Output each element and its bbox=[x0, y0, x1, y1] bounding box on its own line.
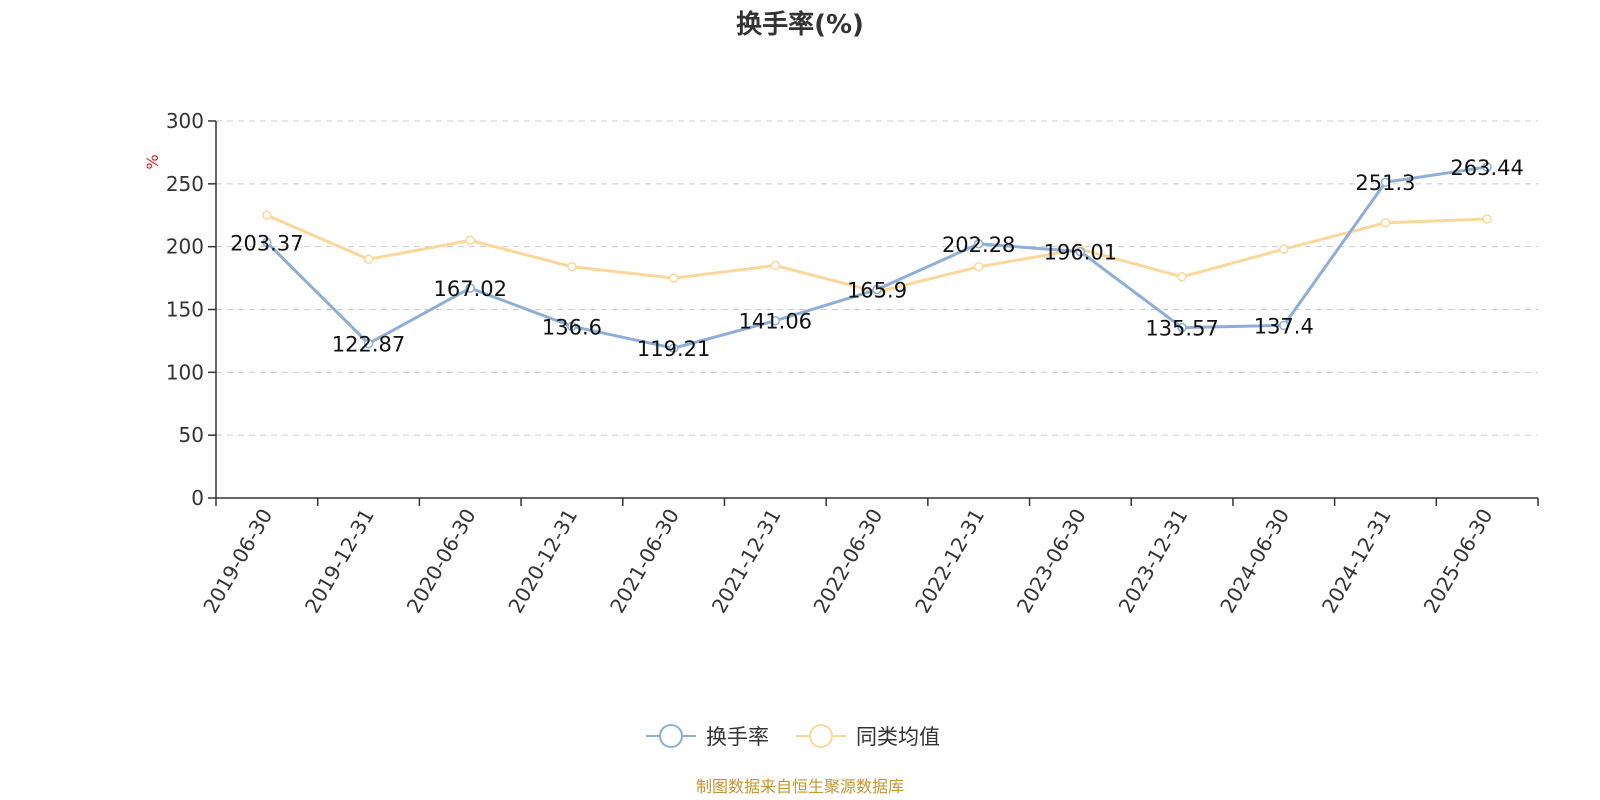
x-tick-label: 2023-06-30 bbox=[1012, 505, 1091, 618]
x-tick-label: 2020-12-31 bbox=[503, 505, 582, 618]
x-tick-label: 2019-12-31 bbox=[300, 505, 379, 618]
data-point[interactable] bbox=[567, 262, 577, 272]
legend-item[interactable]: 换手率 bbox=[646, 724, 769, 749]
data-label: 122.87 bbox=[332, 333, 405, 357]
data-label: 196.01 bbox=[1044, 241, 1117, 265]
legend-label: 换手率 bbox=[706, 725, 769, 749]
data-label: 202.28 bbox=[942, 233, 1015, 257]
data-point[interactable] bbox=[262, 210, 272, 220]
series-lines bbox=[262, 162, 1492, 353]
data-point[interactable] bbox=[567, 321, 577, 332]
x-tick-label: 2019-06-30 bbox=[198, 505, 277, 618]
legend[interactable]: 换手率 同类均值 bbox=[646, 724, 940, 749]
source-note: 制图数据来自恒生聚源数据库 bbox=[696, 777, 904, 796]
y-tick-label: 300 bbox=[166, 109, 204, 133]
legend-marker bbox=[659, 724, 683, 748]
data-label: 263.44 bbox=[1450, 156, 1523, 180]
data-point[interactable] bbox=[1482, 214, 1492, 224]
legend-item[interactable]: 同类均值 bbox=[796, 724, 940, 749]
data-point[interactable] bbox=[1380, 218, 1391, 228]
data-label: 141.06 bbox=[739, 310, 812, 334]
data-point[interactable] bbox=[770, 260, 781, 271]
data-point[interactable] bbox=[1177, 322, 1187, 333]
y-tick-label: 50 bbox=[179, 423, 204, 447]
y-tick-label: 0 bbox=[191, 486, 204, 510]
data-point[interactable] bbox=[262, 237, 272, 248]
data-point[interactable] bbox=[1279, 320, 1289, 331]
data-point[interactable] bbox=[668, 343, 679, 353]
data-label: 135.57 bbox=[1145, 317, 1218, 341]
x-tick-label: 2020-06-30 bbox=[402, 505, 481, 618]
data-point[interactable] bbox=[973, 262, 984, 272]
data-label: 203.37 bbox=[230, 231, 303, 255]
x-tick-label: 2021-06-30 bbox=[605, 505, 684, 618]
y-tick-label: 200 bbox=[166, 235, 204, 259]
chart-title: 换手率(%) bbox=[736, 9, 864, 40]
data-point[interactable] bbox=[363, 338, 374, 349]
x-tick-label: 2022-06-30 bbox=[808, 505, 887, 618]
data-point[interactable] bbox=[1380, 177, 1391, 187]
data-point[interactable] bbox=[1177, 272, 1187, 282]
data-label: 251.3 bbox=[1355, 171, 1415, 195]
x-tick-label: 2024-12-31 bbox=[1317, 505, 1396, 618]
x-tick-label: 2024-06-30 bbox=[1215, 505, 1294, 618]
data-point[interactable] bbox=[363, 254, 374, 264]
x-tick-label: 2021-12-31 bbox=[707, 505, 786, 618]
data-point[interactable] bbox=[1075, 246, 1086, 257]
x-tick-label: 2025-06-30 bbox=[1419, 505, 1498, 618]
data-point[interactable] bbox=[465, 235, 475, 246]
data-point[interactable] bbox=[872, 284, 882, 295]
data-point[interactable] bbox=[770, 315, 781, 326]
legend-marker bbox=[809, 724, 833, 748]
axes: 0 50 100 150 200 250 300 2019-06-30 2019-12-31 20… bbox=[166, 109, 1539, 618]
y-tick-label: 250 bbox=[166, 172, 204, 196]
data-label: 165.9 bbox=[847, 279, 907, 303]
legend-label: 同类均值 bbox=[856, 725, 940, 749]
data-point[interactable] bbox=[1482, 162, 1492, 172]
data-point[interactable] bbox=[1279, 244, 1289, 254]
data-label: 119.21 bbox=[637, 337, 710, 361]
data-label: 137.4 bbox=[1254, 314, 1314, 338]
data-label: 136.6 bbox=[542, 315, 602, 339]
data-point[interactable] bbox=[465, 283, 475, 293]
x-tick-label: 2022-12-31 bbox=[910, 505, 989, 618]
y-axis-unit-label: % bbox=[143, 154, 162, 169]
data-point[interactable] bbox=[973, 239, 984, 249]
x-tick-label: 2023-12-31 bbox=[1114, 505, 1193, 618]
y-tick-label: 150 bbox=[166, 298, 204, 322]
data-label: 167.02 bbox=[433, 277, 506, 301]
y-tick-label: 100 bbox=[166, 360, 204, 384]
data-point[interactable] bbox=[668, 273, 679, 283]
data-labels: 203.37 122.87 167.02 136.6 119.21 141.06 165.9… bbox=[230, 156, 1524, 361]
